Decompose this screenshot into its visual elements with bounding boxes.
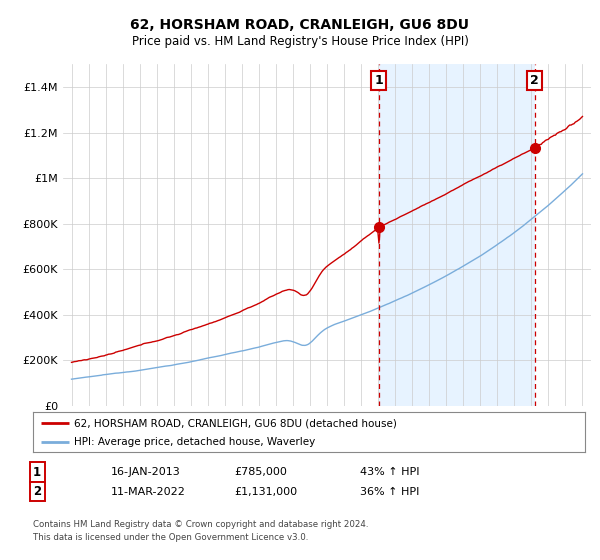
Text: 1: 1 xyxy=(33,465,41,479)
Text: 62, HORSHAM ROAD, CRANLEIGH, GU6 8DU: 62, HORSHAM ROAD, CRANLEIGH, GU6 8DU xyxy=(131,18,470,32)
Text: 62, HORSHAM ROAD, CRANLEIGH, GU6 8DU (detached house): 62, HORSHAM ROAD, CRANLEIGH, GU6 8DU (de… xyxy=(74,418,397,428)
Text: HPI: Average price, detached house, Waverley: HPI: Average price, detached house, Wave… xyxy=(74,437,316,446)
Text: £1,131,000: £1,131,000 xyxy=(234,487,297,497)
Text: 2: 2 xyxy=(33,485,41,498)
Text: 36% ↑ HPI: 36% ↑ HPI xyxy=(360,487,419,497)
Text: £785,000: £785,000 xyxy=(234,467,287,477)
Text: Price paid vs. HM Land Registry's House Price Index (HPI): Price paid vs. HM Land Registry's House … xyxy=(131,35,469,49)
Text: 1: 1 xyxy=(374,74,383,87)
Bar xyxy=(379,64,535,406)
Text: 2: 2 xyxy=(530,74,539,87)
Text: Contains HM Land Registry data © Crown copyright and database right 2024.
This d: Contains HM Land Registry data © Crown c… xyxy=(33,520,368,542)
Text: 16-JAN-2013: 16-JAN-2013 xyxy=(111,467,181,477)
Text: 11-MAR-2022: 11-MAR-2022 xyxy=(111,487,186,497)
Text: 43% ↑ HPI: 43% ↑ HPI xyxy=(360,467,419,477)
